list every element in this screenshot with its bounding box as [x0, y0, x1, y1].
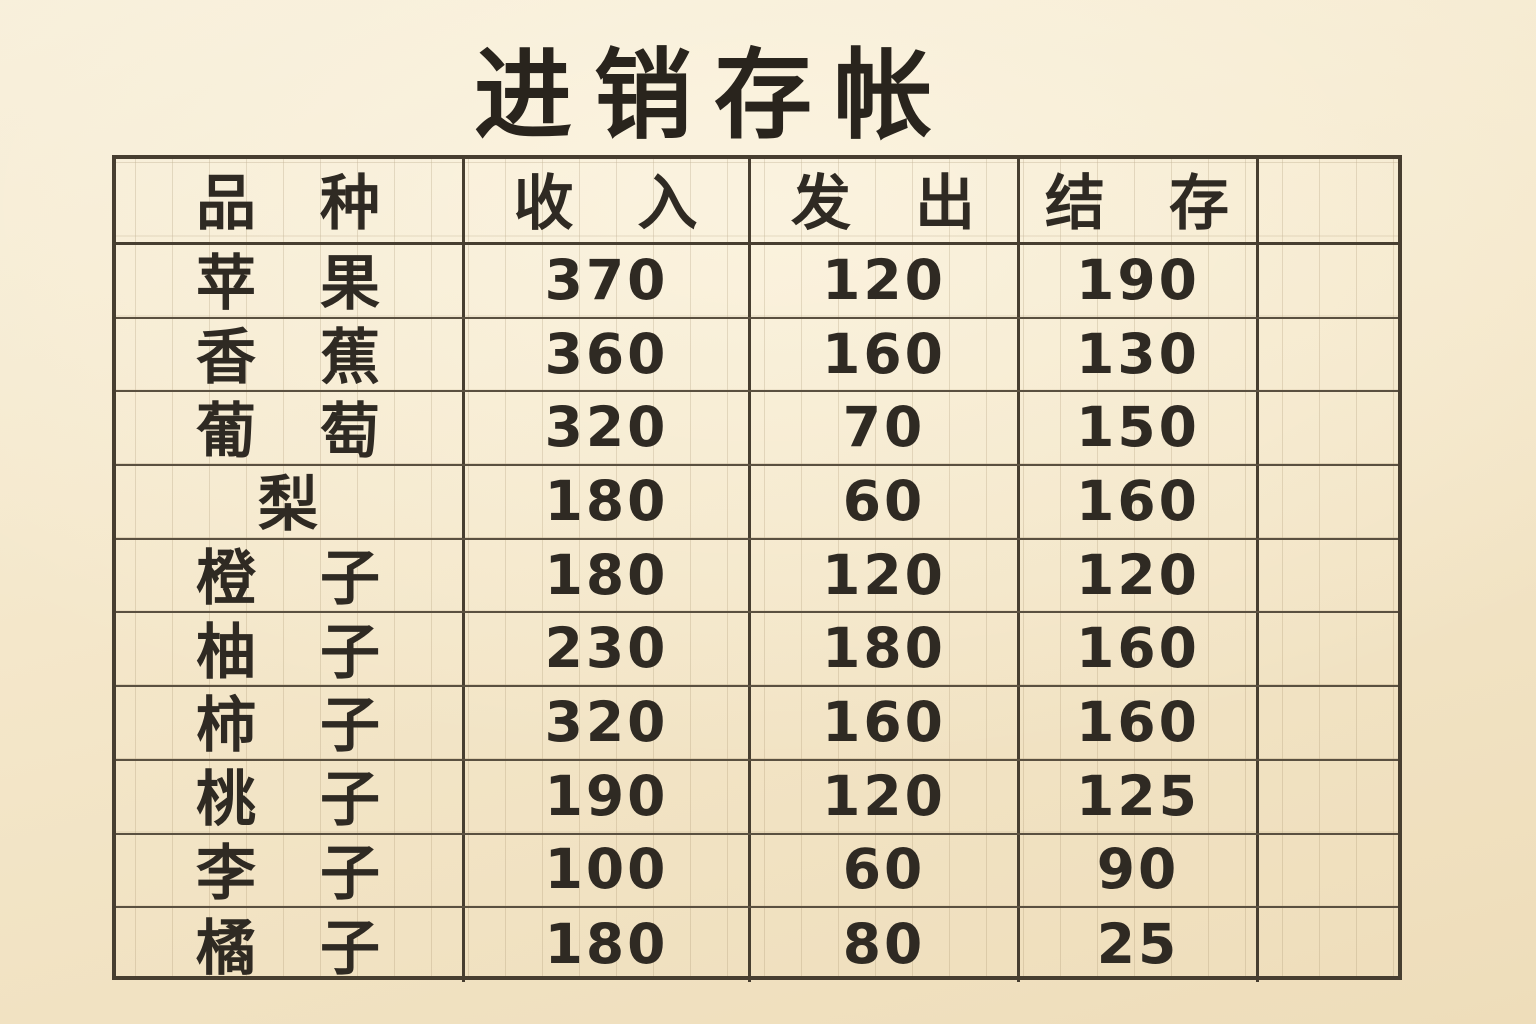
variety-cell: 橙 子 [116, 539, 465, 612]
column-header-variety: 品 种 [116, 159, 465, 242]
received-cell: 180 [465, 466, 751, 538]
page-title: 进销存帐 [473, 38, 955, 153]
balance-cell: 150 [1020, 392, 1259, 465]
table-row-apple: 苹 果 370 120 190 [116, 245, 1398, 319]
balance-cell: 125 [1020, 760, 1259, 833]
column-header-received: 收 入 [465, 159, 751, 242]
table-row-pear: 梨 180 60 160 [116, 466, 1398, 540]
received-cell: 180 [465, 539, 751, 612]
variety-cell: 桃 子 [116, 760, 465, 833]
balance-cell: 160 [1020, 613, 1259, 686]
blank-cell [1259, 687, 1398, 759]
received-cell: 320 [465, 392, 751, 465]
blank-cell [1259, 540, 1398, 612]
balance-cell: 90 [1020, 834, 1259, 907]
table-row-grape: 葡 萄 320 70 150 [116, 392, 1398, 467]
issued-cell: 60 [751, 466, 1020, 538]
received-cell: 360 [465, 318, 751, 391]
balance-cell: 160 [1020, 466, 1259, 538]
received-cell: 320 [465, 687, 751, 759]
blank-cell [1259, 319, 1398, 391]
received-cell: 180 [465, 908, 751, 982]
issued-cell: 180 [751, 613, 1020, 686]
issued-cell: 80 [751, 908, 1020, 982]
blank-cell [1259, 466, 1398, 538]
blank-cell [1259, 835, 1398, 907]
issued-cell: 160 [751, 318, 1020, 391]
blank-cell [1259, 392, 1398, 464]
table-row-orange: 橙 子 180 120 120 [116, 539, 1398, 614]
table-row-pomelo: 柚 子 230 180 160 [116, 613, 1398, 688]
blank-cell [1259, 761, 1398, 833]
received-cell: 100 [465, 834, 751, 907]
table-row-tangerine: 橘 子 180 80 25 [116, 908, 1398, 982]
variety-cell: 橘 子 [116, 908, 465, 982]
column-header-balance: 结 存 [1020, 159, 1259, 242]
balance-cell: 160 [1020, 687, 1259, 759]
column-header-issued: 发 出 [751, 159, 1020, 242]
issued-cell: 160 [751, 687, 1020, 759]
received-cell: 230 [465, 613, 751, 686]
received-cell: 370 [465, 245, 751, 317]
blank-cell [1259, 245, 1398, 317]
table-header-row: 品 种 收 入 发 出 结 存 [116, 159, 1398, 245]
variety-cell: 香 蕉 [116, 318, 465, 391]
issued-cell: 120 [751, 760, 1020, 833]
balance-cell: 190 [1020, 245, 1259, 317]
variety-cell: 梨 [116, 466, 465, 538]
balance-cell: 120 [1020, 539, 1259, 612]
variety-cell: 柿 子 [116, 687, 465, 759]
inventory-table: 品 种 收 入 发 出 结 存 苹 果 370 120 190 香 蕉 360 … [112, 155, 1402, 982]
issued-cell: 70 [751, 392, 1020, 465]
table-row-banana: 香 蕉 360 160 130 [116, 318, 1398, 393]
column-header-blank [1259, 159, 1398, 242]
table-row-plum: 李 子 100 60 90 [116, 834, 1398, 909]
table-row-persimmon: 柿 子 320 160 160 [116, 687, 1398, 761]
blank-cell [1259, 613, 1398, 685]
balance-cell: 25 [1020, 908, 1259, 982]
issued-cell: 60 [751, 834, 1020, 907]
issued-cell: 120 [751, 245, 1020, 317]
balance-cell: 130 [1020, 318, 1259, 391]
variety-cell: 葡 萄 [116, 392, 465, 465]
table-row-peach: 桃 子 190 120 125 [116, 760, 1398, 835]
blank-cell [1259, 908, 1398, 982]
variety-cell: 李 子 [116, 834, 465, 907]
variety-cell: 苹 果 [116, 245, 465, 317]
issued-cell: 120 [751, 539, 1020, 612]
received-cell: 190 [465, 760, 751, 833]
variety-cell: 柚 子 [116, 613, 465, 686]
